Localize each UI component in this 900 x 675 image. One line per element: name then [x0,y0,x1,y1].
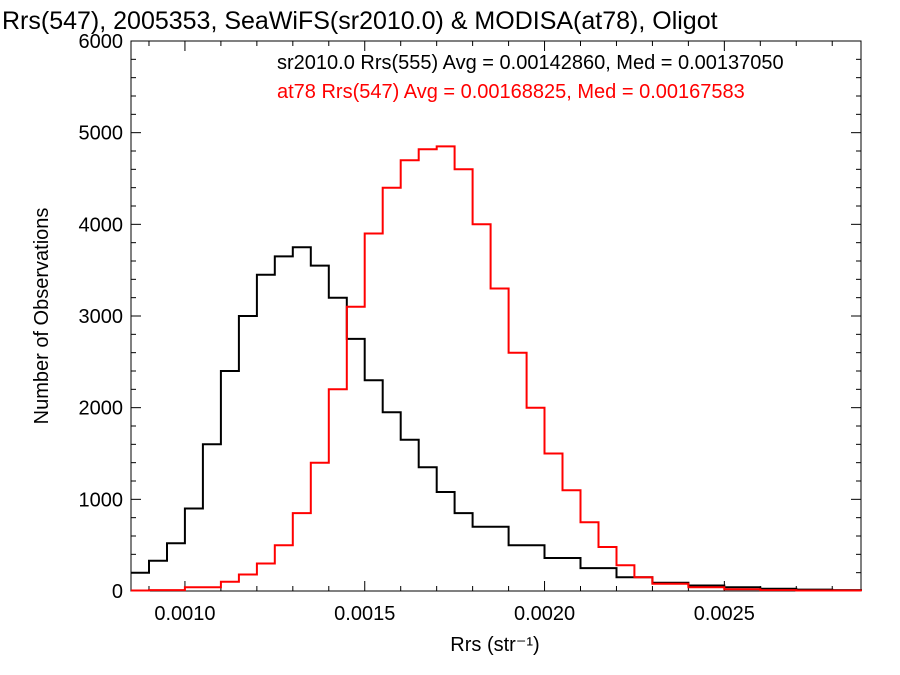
y-tick-label: 6000 [79,31,124,53]
y-axis-label: Number of Observations [31,208,53,425]
y-tick-label: 5000 [79,123,124,145]
y-tick-label: 1000 [79,489,124,511]
y-tick-label: 3000 [79,306,124,328]
y-tick-label: 4000 [79,214,124,236]
x-tick-label: 0.0020 [514,603,575,625]
series-line-sr2010 [131,246,862,592]
y-tick-label: 2000 [79,398,124,420]
legend-black-series-stats: sr2010.0 Rrs(555) Avg = 0.00142860, Med … [277,52,784,74]
x-tick-label: 0.0025 [694,603,755,625]
series-line-at78 [131,145,862,592]
x-tick-label: 0.0010 [154,603,215,625]
plot-area: 0.0010 0.0015 0.0020 0.0025 0 1000 2000 3000 400… [79,31,862,625]
x-tick-label: 0.0015 [334,603,395,625]
x-axis-label: Rrs (str⁻¹) [450,634,539,656]
y-tick-label: 0 [112,581,123,603]
legend-red-series-stats: at78 Rrs(547) Avg = 0.00168825, Med = 0.… [277,81,745,103]
chart-title: Rrs(547), 2005353, SeaWiFS(sr2010.0) & M… [2,7,718,35]
